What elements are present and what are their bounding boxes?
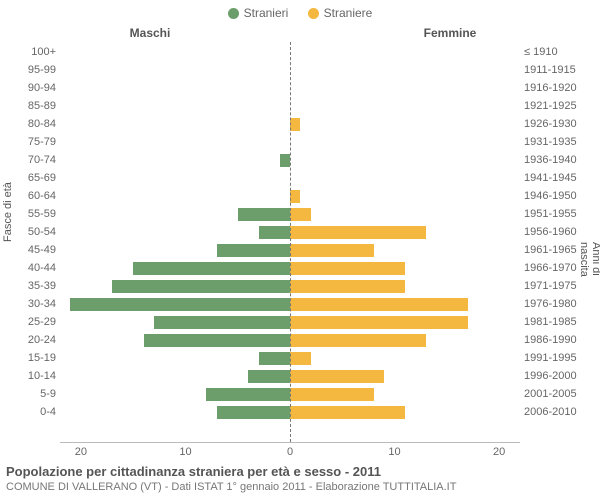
y-label-age: 85-89 [0,100,56,113]
y-label-age: 90-94 [0,82,56,95]
bar-male [259,226,290,239]
y-label-birth: 1976-1980 [524,298,580,311]
y-label-birth: 1926-1930 [524,118,580,131]
y-label-birth: 1996-2000 [524,370,580,383]
y-label-birth: 1971-1975 [524,280,580,293]
y-label-birth: 1991-1995 [524,352,580,365]
bar-female [290,298,468,311]
bar-female [290,352,311,365]
y-label-birth: 1966-1970 [524,262,580,275]
legend-item-female: Straniere [308,6,373,20]
y-label-birth: 1916-1920 [524,82,580,95]
y-label-age: 5-9 [0,388,56,401]
y-label-age: 0-4 [0,406,56,419]
bar-female [290,262,405,275]
bar-male [280,154,290,167]
x-tick-label: 0 [287,446,293,458]
column-title-male: Maschi [0,26,300,40]
legend-item-male: Stranieri [228,6,289,20]
bar-female [290,334,426,347]
y-label-birth: 2001-2005 [524,388,580,401]
x-tick-label: 10 [179,446,191,458]
bar-female [290,388,374,401]
bar-male [248,370,290,383]
y-label-age: 95-99 [0,64,56,77]
y-label-birth: 1951-1955 [524,208,580,221]
y-label-age: 30-34 [0,298,56,311]
y-label-birth: ≤ 1910 [524,46,580,59]
y-label-age: 65-69 [0,172,56,185]
bar-female [290,226,426,239]
axis-zero-line [290,42,291,442]
bar-female [290,190,300,203]
bar-male [144,334,290,347]
bar-female [290,316,468,329]
legend-swatch-male [228,8,239,19]
bar-female [290,244,374,257]
y-label-birth: 2006-2010 [524,406,580,419]
legend-label-male: Stranieri [244,6,289,20]
pyramid-chart: Stranieri Straniere Maschi Femmine Fasce… [0,0,600,500]
y-label-age: 25-29 [0,316,56,329]
bar-male [70,298,290,311]
y-label-birth: 1961-1965 [524,244,580,257]
y-label-age: 15-19 [0,352,56,365]
y-axis-title-right: Anni di nascita [578,242,600,277]
bar-male [112,280,290,293]
y-label-age: 55-59 [0,208,56,221]
y-label-birth: 1941-1945 [524,172,580,185]
y-label-birth: 1911-1915 [524,64,580,77]
y-label-age: 45-49 [0,244,56,257]
chart-footer: Popolazione per cittadinanza straniera p… [6,464,594,493]
y-label-age: 50-54 [0,226,56,239]
y-label-birth: 1946-1950 [524,190,580,203]
bar-female [290,280,405,293]
y-label-birth: 1956-1960 [524,226,580,239]
bar-female [290,406,405,419]
chart-title: Popolazione per cittadinanza straniera p… [6,464,594,479]
x-tick-label: 10 [388,446,400,458]
bar-female [290,208,311,221]
bar-male [238,208,290,221]
bar-male [133,262,290,275]
y-label-birth: 1931-1935 [524,136,580,149]
y-label-age: 75-79 [0,136,56,149]
bar-female [290,118,300,131]
y-label-age: 10-14 [0,370,56,383]
axis-bottom-line [60,442,520,443]
chart-subtitle: COMUNE DI VALLERANO (VT) - Dati ISTAT 1°… [6,481,594,493]
y-label-age: 40-44 [0,262,56,275]
y-label-birth: 1986-1990 [524,334,580,347]
bar-female [290,370,384,383]
y-label-birth: 1936-1940 [524,154,580,167]
bar-male [259,352,290,365]
y-label-age: 35-39 [0,280,56,293]
y-label-age: 70-74 [0,154,56,167]
column-title-female: Femmine [300,26,600,40]
y-label-age: 60-64 [0,190,56,203]
legend-label-female: Straniere [324,6,373,20]
y-label-birth: 1981-1985 [524,316,580,329]
bar-male [217,244,290,257]
y-label-age: 100+ [0,46,56,59]
y-label-age: 20-24 [0,334,56,347]
y-label-age: 80-84 [0,118,56,131]
legend: Stranieri Straniere [0,6,600,22]
bar-male [206,388,290,401]
x-tick-label: 20 [493,446,505,458]
bar-male [217,406,290,419]
y-label-birth: 1921-1925 [524,100,580,113]
x-tick-label: 20 [75,446,87,458]
legend-swatch-female [308,8,319,19]
bar-male [154,316,290,329]
